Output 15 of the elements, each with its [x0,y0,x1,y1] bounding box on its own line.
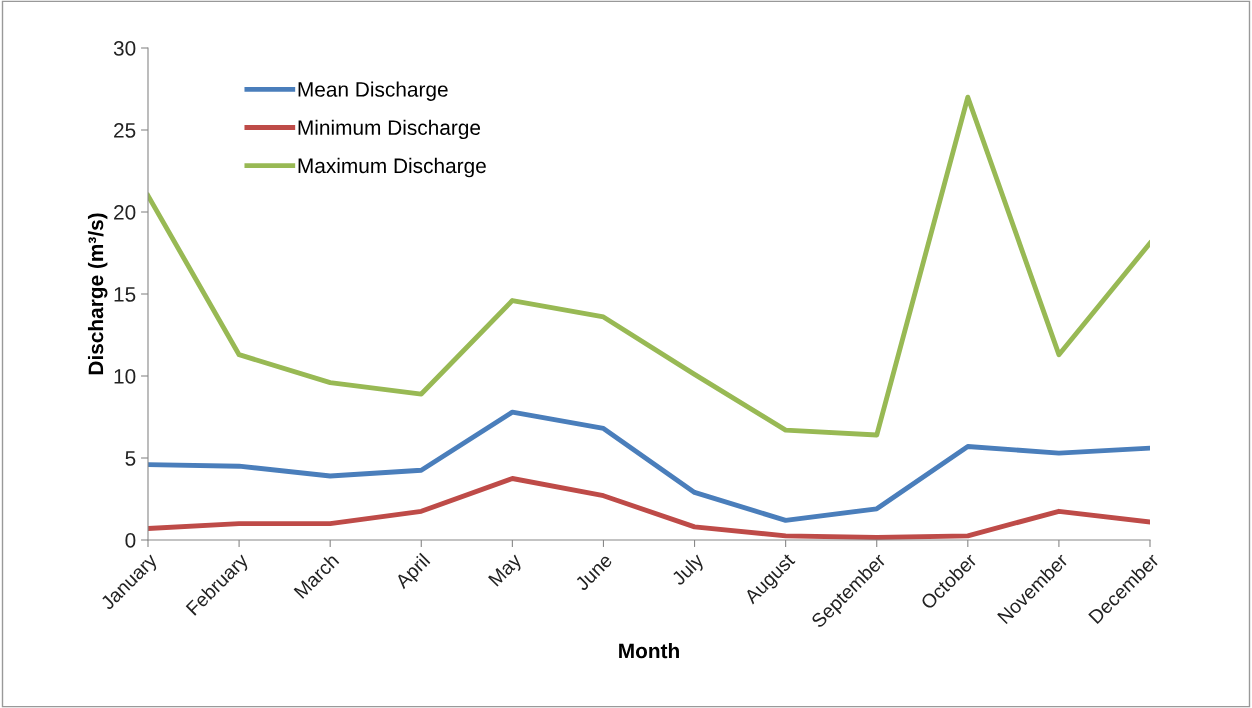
y-tick-label: 5 [125,451,136,466]
x-tick-label: May [488,552,526,590]
line-series [148,409,1150,523]
legend-label: Mean Discharge [298,81,448,101]
legend-label: Maximum Discharge [298,157,486,178]
y-tick-label: 15 [114,287,136,302]
y-tick-label: 10 [114,369,136,384]
y-tick-label: 0 [125,533,136,548]
y-tick-label: 25 [114,123,136,138]
x-axis-title: Month [619,642,679,659]
y-tick-label: 30 [113,41,136,56]
legend-label: Minimum Discharge [298,119,481,140]
y-axis-title: Discharge (m³/s) [87,213,108,375]
x-tick-label: July [670,551,708,589]
y-tick-label: 20 [114,205,136,220]
